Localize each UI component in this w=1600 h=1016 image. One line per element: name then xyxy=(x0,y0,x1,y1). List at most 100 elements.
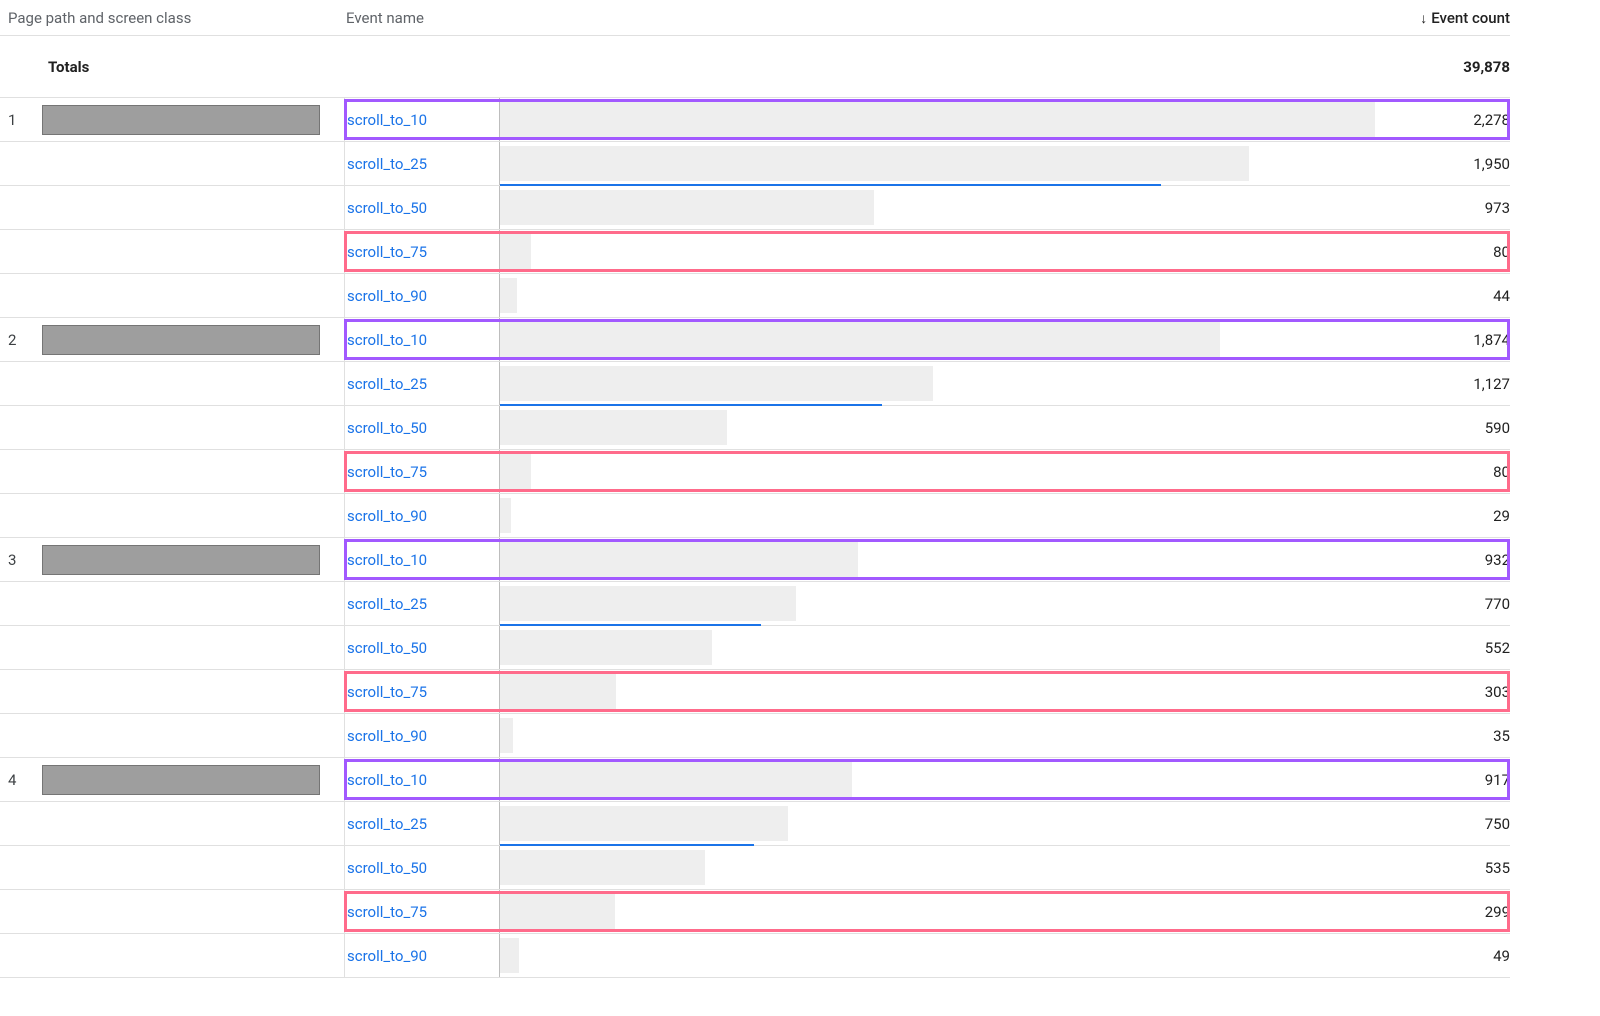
table-row: scroll_to_7580 xyxy=(0,450,1510,494)
event-count: 1,950 xyxy=(1375,155,1510,173)
event-name[interactable]: scroll_to_90 xyxy=(344,934,499,977)
bar xyxy=(500,190,874,225)
event-count: 2,278 xyxy=(1375,111,1510,129)
table-row: 2 scroll_to_10 1,874 xyxy=(0,318,1510,362)
event-name[interactable]: scroll_to_75 xyxy=(344,890,499,933)
analytics-table: Page path and screen class Event name Ev… xyxy=(0,0,1600,978)
event-name[interactable]: scroll_to_90 xyxy=(344,714,499,757)
table-body: 1scroll_to_102,278scroll_to_251,950scrol… xyxy=(0,98,1510,978)
table-row: 4scroll_to_10 917 xyxy=(0,758,1510,802)
event-count: 552 xyxy=(1375,639,1510,657)
bar xyxy=(500,630,712,665)
bar-cell xyxy=(499,802,1375,845)
event-name[interactable]: scroll_to_75 xyxy=(344,230,499,273)
event-name[interactable]: scroll_to_25 xyxy=(344,802,499,845)
event-name[interactable]: scroll_to_50 xyxy=(344,406,499,449)
bar xyxy=(500,234,531,269)
bar-cell xyxy=(499,758,1375,801)
bar xyxy=(500,498,511,533)
event-name[interactable]: scroll_to_10 xyxy=(344,98,499,141)
event-count: 1,127 xyxy=(1375,375,1510,393)
sort-desc-icon xyxy=(1420,9,1427,27)
bar xyxy=(500,146,1249,181)
bar xyxy=(500,542,858,577)
col-page-path[interactable]: Page path and screen class xyxy=(0,9,344,27)
bar xyxy=(500,586,796,621)
col-event-count-label: Event count xyxy=(1431,9,1510,27)
table-row: scroll_to_7580 xyxy=(0,230,1510,274)
bar xyxy=(500,674,616,709)
bar-cell xyxy=(499,450,1375,493)
event-name[interactable]: scroll_to_10 xyxy=(344,538,499,581)
bar xyxy=(500,322,1220,357)
table-row: scroll_to_75299 xyxy=(0,890,1510,934)
bar xyxy=(500,278,517,313)
event-count: 770 xyxy=(1375,595,1510,613)
col-event-count[interactable]: Event count xyxy=(1375,9,1510,27)
event-name[interactable]: scroll_to_75 xyxy=(344,670,499,713)
bar-cell xyxy=(499,142,1375,185)
table-row: scroll_to_90 35 xyxy=(0,714,1510,758)
event-count: 35 xyxy=(1375,727,1510,745)
event-name[interactable]: scroll_to_90 xyxy=(344,494,499,537)
bar-cell xyxy=(499,362,1375,405)
event-count: 535 xyxy=(1375,859,1510,877)
event-count: 1,874 xyxy=(1375,331,1510,349)
bar-cell xyxy=(499,538,1375,581)
event-name[interactable]: scroll_to_50 xyxy=(344,626,499,669)
totals-label: Totals xyxy=(0,58,344,76)
bar-cell xyxy=(499,890,1375,933)
table-row: scroll_to_90 29 xyxy=(0,494,1510,538)
bar-cell xyxy=(499,98,1375,141)
event-name[interactable]: scroll_to_25 xyxy=(344,582,499,625)
event-name[interactable]: scroll_to_10 xyxy=(344,758,499,801)
bar xyxy=(500,102,1375,137)
event-count: 590 xyxy=(1375,419,1510,437)
bar-cell xyxy=(499,274,1375,317)
bar-cell xyxy=(499,670,1375,713)
table-row: scroll_to_50 552 xyxy=(0,626,1510,670)
redacted-page-path xyxy=(42,325,320,355)
bar-cell xyxy=(499,318,1375,361)
event-name[interactable]: scroll_to_75 xyxy=(344,450,499,493)
bar xyxy=(500,850,705,885)
event-count: 29 xyxy=(1375,507,1510,525)
bar xyxy=(500,454,531,489)
page-path-cell: 1 xyxy=(0,105,344,135)
table-row: scroll_to_25 1,127 xyxy=(0,362,1510,406)
event-name[interactable]: scroll_to_25 xyxy=(344,142,499,185)
event-name[interactable]: scroll_to_25 xyxy=(344,362,499,405)
row-index: 2 xyxy=(8,331,28,349)
event-count: 750 xyxy=(1375,815,1510,833)
event-count: 973 xyxy=(1375,199,1510,217)
table-row: scroll_to_50 590 xyxy=(0,406,1510,450)
redacted-page-path xyxy=(42,105,320,135)
event-count: 44 xyxy=(1375,287,1510,305)
table-row: 1scroll_to_10 2,278 xyxy=(0,98,1510,142)
bar xyxy=(500,938,519,973)
bar-cell xyxy=(499,406,1375,449)
page-path-cell: 3 xyxy=(0,545,344,575)
bar xyxy=(500,718,513,753)
page-path-cell: 4 xyxy=(0,765,344,795)
table-header: Page path and screen class Event name Ev… xyxy=(0,0,1510,36)
event-name[interactable]: scroll_to_10 xyxy=(344,318,499,361)
event-name[interactable]: scroll_to_50 xyxy=(344,846,499,889)
totals-value: 39,878 xyxy=(1375,58,1510,76)
bar-cell xyxy=(499,582,1375,625)
bar-cell xyxy=(499,186,1375,229)
table-row: scroll_to_25 1,950 xyxy=(0,142,1510,186)
bar-cell xyxy=(499,494,1375,537)
event-name[interactable]: scroll_to_90 xyxy=(344,274,499,317)
page-path-cell: 2 xyxy=(0,325,344,355)
bar xyxy=(500,410,727,445)
event-count: 49 xyxy=(1375,947,1510,965)
event-count: 303 xyxy=(1375,683,1510,701)
col-event-name[interactable]: Event name xyxy=(344,9,1375,27)
event-name[interactable]: scroll_to_50 xyxy=(344,186,499,229)
bar-cell xyxy=(499,714,1375,757)
event-count: 917 xyxy=(1375,771,1510,789)
table-row: scroll_to_90 44 xyxy=(0,274,1510,318)
table-row: scroll_to_75 303 xyxy=(0,670,1510,714)
bar xyxy=(500,806,788,841)
